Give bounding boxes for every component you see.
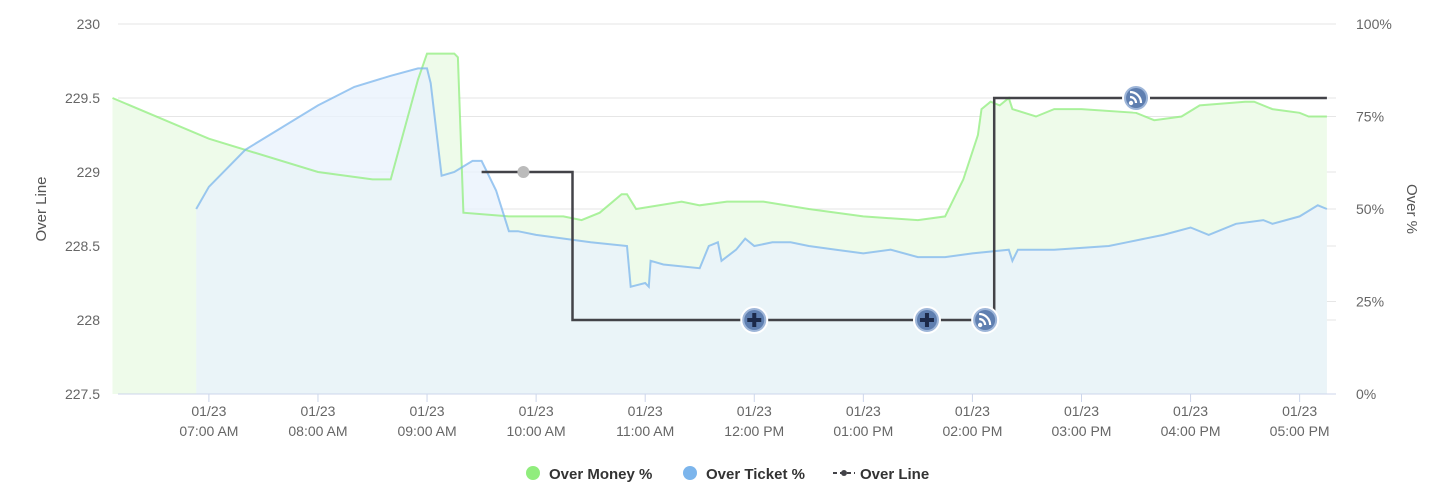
x-tick-date: 01/23 <box>410 403 445 419</box>
y-right-tick-label: 75% <box>1356 109 1384 125</box>
plus-icon[interactable] <box>740 306 769 334</box>
legend-label-over-line: Over Line <box>860 466 929 483</box>
y-left-tick-label: 229 <box>77 164 101 180</box>
y-left-tick-label: 228.5 <box>65 238 100 254</box>
x-tick-date: 01/23 <box>628 403 663 419</box>
line-series-1 <box>195 67 1328 289</box>
x-tick-time: 08:00 AM <box>288 423 347 439</box>
y-left-tick-label: 229.5 <box>65 90 100 106</box>
x-tick-date: 01/23 <box>300 403 335 419</box>
series-lines <box>112 52 1328 322</box>
x-tick-date: 01/23 <box>1282 403 1317 419</box>
x-tick-date: 01/23 <box>191 403 226 419</box>
y-left-axis-title: Over Line <box>33 176 50 241</box>
y-left-tick-label: 230 <box>77 16 101 32</box>
x-tick-date: 01/23 <box>1173 403 1208 419</box>
x-tick-time: 04:00 PM <box>1161 423 1221 439</box>
y-left-ticks: 227.5 228 228.5 229 229.5 230 <box>65 16 100 402</box>
y-right-axis-title: Over % <box>1403 184 1420 234</box>
line-series-over-line <box>481 96 1327 322</box>
x-tick-time: 07:00 AM <box>179 423 238 439</box>
line-series-0 <box>112 52 1327 222</box>
x-tick-date: 01/23 <box>519 403 554 419</box>
y-left-tick-label: 228 <box>77 312 101 328</box>
x-tick-time: 09:00 AM <box>397 423 456 439</box>
legend-marker-over-line-dot <box>841 470 847 476</box>
legend-label-over-money: Over Money % <box>549 466 652 483</box>
x-tick-date: 01/23 <box>955 403 990 419</box>
axes: 227.5 228 228.5 229 229.5 230 0% 25% 50% 75% 100%… <box>33 16 1420 439</box>
x-tick-date: 01/23 <box>1064 403 1099 419</box>
legend-item-over-ticket[interactable]: Over Ticket % <box>683 466 805 483</box>
legend-marker-over-ticket <box>683 466 697 480</box>
area-series-1 <box>196 68 1327 395</box>
legend: Over Money % Over Ticket % Over Line <box>526 466 929 483</box>
series-areas <box>112 53 1327 395</box>
rss-icon[interactable] <box>1122 84 1151 112</box>
legend-label-over-ticket: Over Ticket % <box>706 466 805 483</box>
x-tick-time: 01:00 PM <box>833 423 893 439</box>
y-right-tick-label: 0% <box>1356 386 1376 402</box>
series-markers <box>517 84 1151 334</box>
x-tick-time: 05:00 PM <box>1270 423 1330 439</box>
x-tick-time: 03:00 PM <box>1052 423 1112 439</box>
y-right-ticks: 0% 25% 50% 75% 100% <box>1356 16 1392 402</box>
x-ticks: 01/23 07:00 AM 01/23 08:00 AM 01/23 09:00 AM 0… <box>179 394 1330 439</box>
y-left-tick-label: 227.5 <box>65 386 100 402</box>
legend-marker-over-money <box>526 466 540 480</box>
x-tick-time: 11:00 AM <box>616 423 674 439</box>
legend-item-over-line[interactable]: Over Line <box>833 466 929 483</box>
x-tick-time: 02:00 PM <box>942 423 1002 439</box>
y-right-tick-label: 50% <box>1356 201 1384 217</box>
x-tick-time: 12:00 PM <box>724 423 784 439</box>
y-right-tick-label: 100% <box>1356 16 1392 32</box>
legend-item-over-money[interactable]: Over Money % <box>526 466 652 483</box>
rss-icon[interactable] <box>971 306 1000 334</box>
x-tick-date: 01/23 <box>737 403 772 419</box>
y-right-tick-label: 25% <box>1356 294 1384 310</box>
marker-dot[interactable] <box>517 166 530 178</box>
x-tick-date: 01/23 <box>846 403 881 419</box>
x-tick-time: 10:00 AM <box>507 423 566 439</box>
plus-icon[interactable] <box>912 306 941 334</box>
